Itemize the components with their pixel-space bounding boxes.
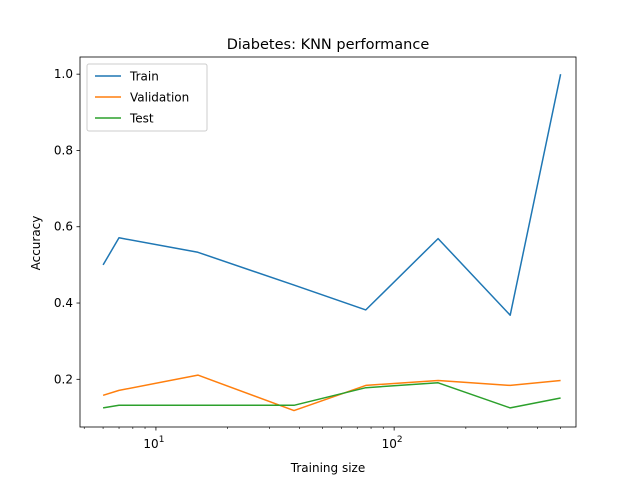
x-tick-label: 101: [143, 435, 164, 451]
series-line-2: [102, 382, 561, 409]
legend-label-2: Test: [129, 112, 154, 126]
y-axis-label: Accuracy: [29, 216, 43, 271]
series-line-0: [102, 74, 562, 316]
series-line-1: [102, 374, 561, 412]
legend-label-1: Validation: [130, 91, 189, 105]
y-tick-label: 0.4: [54, 296, 73, 310]
legend: Train Validation Test: [86, 63, 208, 132]
chart-title: Diabetes: KNN performance: [227, 37, 430, 53]
y-tick-label: 0.8: [54, 143, 73, 157]
axes-frame: [79, 56, 577, 428]
x-tick-label: 102: [382, 435, 403, 451]
legend-label-0: Train: [129, 70, 159, 84]
y-tick-label: 0.2: [54, 372, 73, 386]
y-tick-label: 1.0: [54, 67, 73, 81]
y-tick-label: 0.6: [54, 220, 73, 234]
x-axis-label: Training size: [290, 461, 365, 475]
legend-box: [86, 63, 208, 132]
plot-area: 0.2 0.4 0.6 0.8 1.0 101 102 Train Validation Test: [54, 56, 577, 451]
